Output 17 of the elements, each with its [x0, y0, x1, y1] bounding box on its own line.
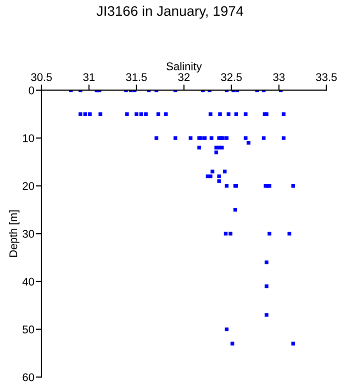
- x-tick-label: 32.5: [221, 73, 242, 82]
- y-tick-label: 20: [22, 182, 34, 190]
- y-axis-title: Depth [m]: [9, 210, 20, 257]
- x-tick-label: 33: [273, 73, 285, 82]
- x-tick-label: 31: [83, 73, 95, 82]
- y-tick-label: 60: [22, 373, 34, 382]
- y-tick-label: 30: [22, 230, 34, 238]
- x-tick-label: 30.5: [31, 73, 52, 82]
- x-tick-label: 31.5: [126, 73, 147, 82]
- y-tick-label: 10: [23, 134, 34, 142]
- chart-title: JI3166 in January, 1974: [96, 6, 244, 19]
- x-axis-title: Salinity: [166, 62, 202, 72]
- y-tick-label: 0: [28, 86, 34, 94]
- y-tick-label: 40: [22, 278, 34, 286]
- y-tick-label: 50: [22, 326, 34, 334]
- x-tick-label: 32: [178, 73, 190, 82]
- x-tick-label: 33.5: [316, 73, 337, 82]
